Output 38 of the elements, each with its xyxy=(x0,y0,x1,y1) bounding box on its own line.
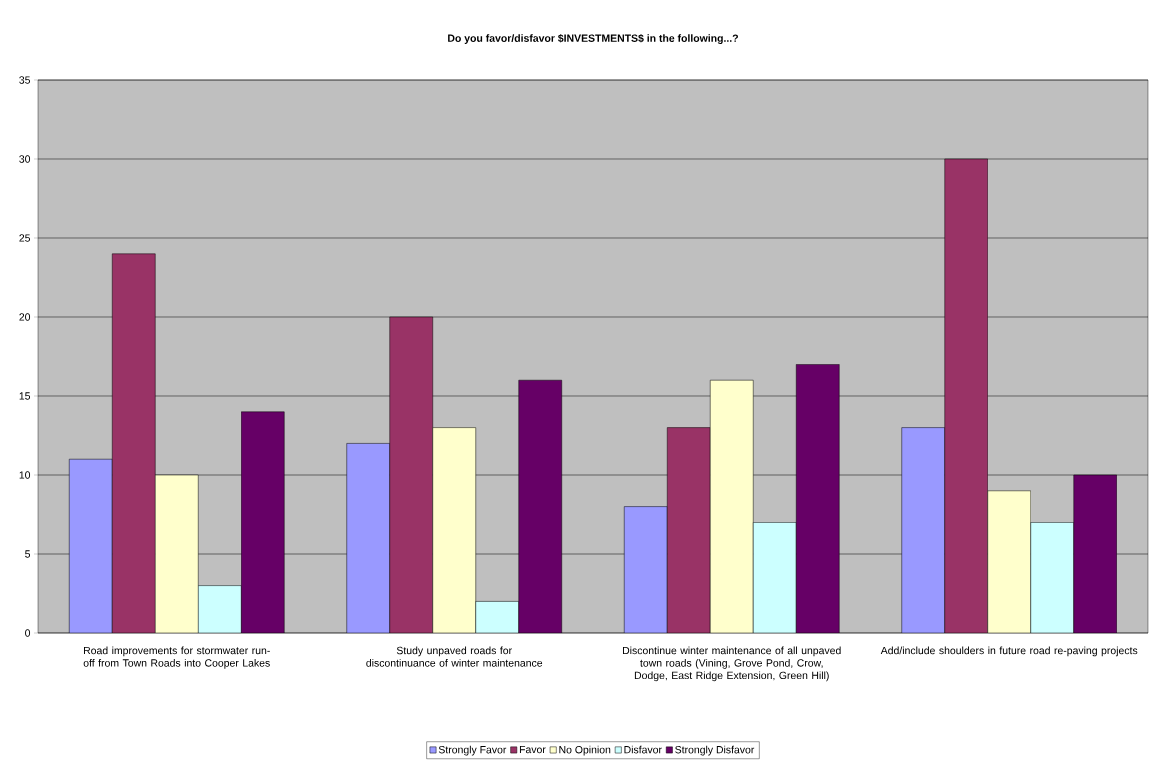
y-tick-label: 5 xyxy=(25,550,31,558)
bar xyxy=(944,158,988,633)
bar xyxy=(432,427,476,633)
bar xyxy=(623,506,668,633)
x-tick-label: Discontinue winter maintenance of all unpaved town roads (Vining, Grove Pond, Crow, Dodge, East Ridge Extension, Green Hill) xyxy=(622,646,841,682)
y-tick-label: 15 xyxy=(19,392,31,400)
y-tick-label: 10 xyxy=(19,471,31,479)
y-tick-label: 25 xyxy=(19,234,31,242)
legend-label: No Opinion xyxy=(559,745,611,756)
legend-label: Strongly Disfavor xyxy=(675,745,755,756)
y-tick-label: 20 xyxy=(19,313,31,321)
bar xyxy=(518,379,562,633)
legend-label: Strongly Favor xyxy=(438,745,507,756)
y-tick-label: 0 xyxy=(25,629,31,637)
bar xyxy=(1030,522,1074,633)
bar xyxy=(475,601,519,633)
x-tick-label: Road improvements for stormwater run-off from Town Roads into Cooper Lakes xyxy=(83,646,270,669)
bar xyxy=(241,411,285,633)
y-tick-label: 30 xyxy=(19,155,31,163)
bar xyxy=(155,474,199,633)
x-tick-label: Add/include shoulders in future road re-paving projects xyxy=(880,646,1138,657)
bar xyxy=(666,427,711,633)
bar xyxy=(752,522,797,633)
bar xyxy=(1073,474,1117,633)
y-tick-label: 35 xyxy=(19,76,31,84)
bar xyxy=(901,427,945,633)
bar xyxy=(709,379,754,633)
legend-label: Disfavor xyxy=(624,745,662,754)
legend-label: Favor xyxy=(519,745,546,754)
bar xyxy=(112,253,156,633)
bar xyxy=(389,316,433,633)
bar xyxy=(795,364,840,633)
bar xyxy=(346,443,390,633)
chart-title: Do you favor/disfavor $INVESTMENTS$ in the following...? xyxy=(448,34,738,45)
x-tick-label: Study unpaved roads for discontinuance of winter maintenance xyxy=(366,646,543,667)
bar xyxy=(198,585,242,633)
bar xyxy=(987,490,1031,633)
bar xyxy=(69,458,113,633)
